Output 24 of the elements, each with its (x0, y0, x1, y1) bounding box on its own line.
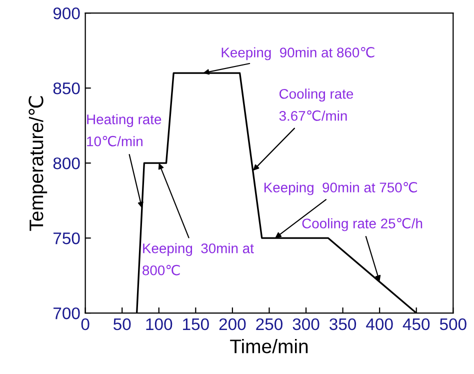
y-tick-label: 700 (54, 307, 80, 320)
x-tick-label: 0 (81, 318, 90, 330)
annotation: Heating rate 10℃/min (87, 114, 162, 146)
y-tick-label: 850 (53, 82, 80, 94)
x-axis-title: Time/min (230, 338, 308, 354)
x-tick-label: 500 (440, 318, 466, 330)
x-tick-label: 300 (292, 318, 320, 330)
x-tick-label: 150 (183, 318, 209, 330)
annotation: Keeping 30min at 800℃ (142, 243, 254, 276)
x-tick-label: 200 (219, 318, 246, 330)
x-tick-label: 50 (114, 318, 131, 330)
annotation: Keeping 90min at 750℃ (264, 182, 417, 196)
x-tick-label: 100 (146, 318, 172, 330)
x-tick-label: 350 (330, 318, 356, 330)
annotation: Keeping 90min at 860℃ (222, 46, 374, 60)
annotation: Cooling rate 25℃/h (302, 218, 422, 232)
annotation: Cooling rate 3.67℃/min (279, 88, 354, 121)
y-tick-label: 900 (53, 7, 80, 20)
x-tick-label: 450 (402, 318, 430, 330)
x-tick-label: 400 (366, 318, 393, 330)
x-tick-label: 250 (256, 318, 282, 330)
y-axis-title: Temperature/℃ (28, 96, 48, 231)
y-tick-label: 750 (54, 232, 80, 244)
y-tick-label: 800 (53, 157, 80, 170)
